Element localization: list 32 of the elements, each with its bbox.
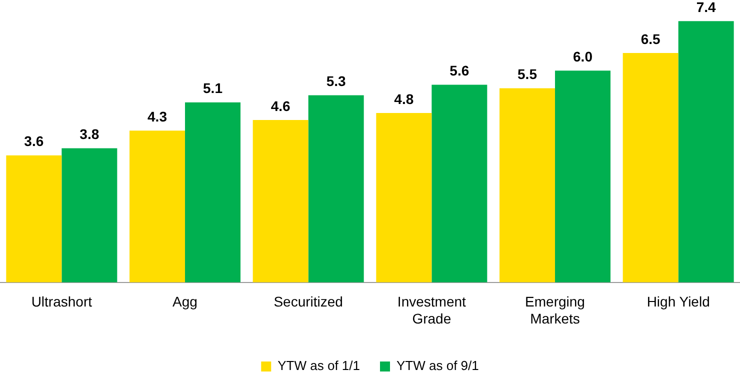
x-tick-label: Ultrashort	[31, 294, 92, 310]
data-label: 6.0	[573, 48, 593, 64]
bar	[130, 130, 185, 282]
data-label: 4.8	[394, 90, 414, 107]
data-label: 7.4	[696, 0, 716, 16]
data-label: 5.6	[450, 62, 470, 79]
x-tick-label: Securitized	[274, 294, 343, 310]
bar	[500, 88, 555, 282]
x-tick-label: Investment Grade	[397, 294, 466, 326]
legend-label: YTW as of 1/1	[278, 358, 360, 374]
bar	[432, 84, 488, 282]
data-label: 3.6	[24, 133, 44, 150]
data-label: 5.1	[203, 80, 223, 96]
bar	[185, 102, 240, 282]
bar	[6, 155, 62, 282]
data-label: 5.3	[326, 73, 346, 90]
x-tick-label: Emerging Markets	[525, 294, 585, 326]
bar	[62, 148, 118, 282]
data-label: 4.3	[148, 108, 168, 124]
bar	[678, 21, 734, 282]
x-tick-label: Agg	[172, 294, 198, 310]
data-label: 5.5	[518, 66, 538, 82]
data-label: 3.8	[80, 126, 100, 142]
legend-label: YTW as of 9/1	[396, 358, 479, 374]
x-tick-label: High Yield	[646, 294, 710, 310]
data-label: 6.5	[640, 30, 661, 47]
bar	[252, 120, 308, 282]
bar	[555, 70, 610, 282]
bar	[622, 52, 678, 282]
bar	[308, 95, 364, 282]
bar	[376, 112, 432, 282]
data-label: 4.6	[270, 98, 291, 114]
